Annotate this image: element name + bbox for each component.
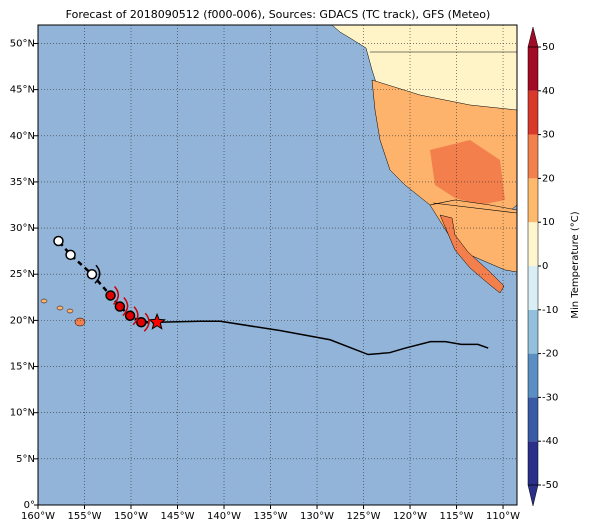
storm-point [53,235,64,247]
colorbar-tick-label: -40 [542,436,558,447]
colorbar-band [528,353,538,398]
storm-point [105,290,116,301]
colorbar-band [528,178,538,223]
colorbar-band [528,134,538,179]
island [56,305,64,311]
x-tick-label: 125°W [347,511,381,522]
island [66,308,74,314]
x-tick-label: 140°W [207,511,241,522]
storm-symbol [94,264,101,284]
title: Forecast of 2018090512 (f000-006), Sourc… [66,8,491,21]
colorbar-tick-label: -10 [542,305,558,316]
x-tick-label: 130°W [300,511,334,522]
colorbar-tick-label: 20 [542,173,555,184]
y-tick-label: 40°N [10,131,35,142]
storm-symbol [143,312,150,332]
storm-point [86,268,98,280]
x-tick-label: 135°W [254,511,288,522]
colorbar-tick-label: -30 [542,392,558,403]
colorbar-label: Min Temperature (°C) [570,211,581,318]
colorbar-band [528,309,538,354]
map-frame [37,24,518,506]
storm-symbol [122,297,129,317]
storm-point [65,249,76,261]
x-tick-label: 150°W [114,511,148,522]
colorbar-band [528,441,538,485]
land-hot [430,140,505,205]
colorbar-band [528,47,538,91]
y-tick-label: 5°N [16,454,35,465]
storm-point [114,301,126,312]
x-tick-label: 160°W [21,511,55,522]
storm-star [148,312,166,330]
colorbar-tick-label: 30 [542,130,555,141]
land [40,24,518,327]
colorbar-arrow [527,484,539,507]
colorbar-tick-label: -50 [542,480,558,491]
y-tick-label: 45°N [10,85,35,96]
y-tick-label: 50°N [10,38,35,49]
x-tick-label: 120°W [393,511,427,522]
storm-symbol [132,306,139,326]
island [40,298,48,304]
colorbar-arrow [527,26,539,48]
y-tick-label: 15°N [10,362,35,373]
track-line [157,320,489,356]
colorbar-tick-label: 0 [542,261,548,272]
colorbar-tick-label: 50 [542,42,555,53]
storm-point [124,310,136,322]
x-tick-label: 115°W [440,511,474,522]
y-tick-label: 30°N [10,223,35,234]
colorbar-tick-label: -20 [542,349,558,360]
y-tick-label: 25°N [10,269,35,280]
storm-point [135,316,147,328]
y-tick-label: 35°N [10,177,35,188]
colorbar-band [528,222,538,266]
island [74,317,86,327]
colorbar-band [528,266,538,310]
colorbar-band [528,90,538,135]
colorbar-tick-label: 10 [542,217,555,228]
storm-symbol [113,285,120,305]
y-tick-label: 20°N [10,315,35,326]
colorbar-tick-label: 40 [542,86,555,97]
y-tick-label: 10°N [10,408,35,419]
x-tick-label: 110°W [486,511,520,522]
baja [439,214,505,294]
x-tick-label: 145°W [161,511,195,522]
y-tick-label: 0° [24,500,35,511]
x-tick-label: 155°W [68,511,102,522]
colorbar-band [528,397,538,442]
